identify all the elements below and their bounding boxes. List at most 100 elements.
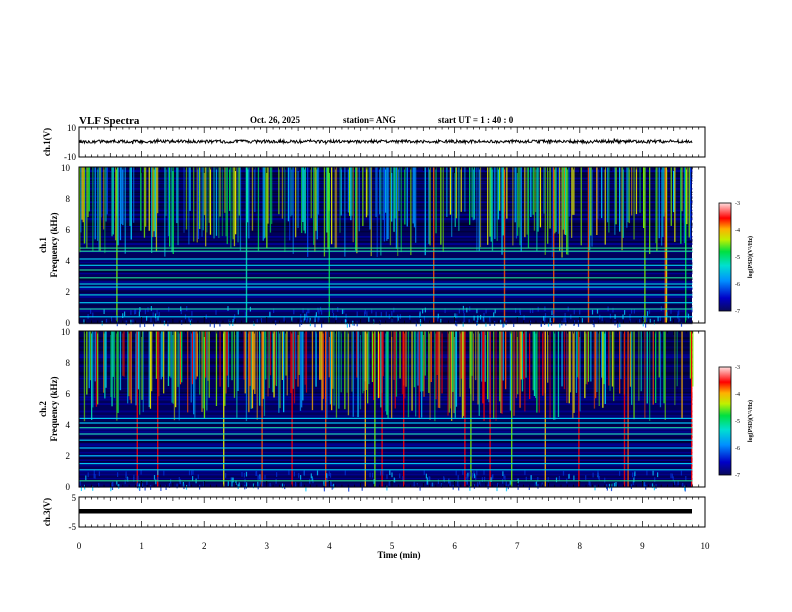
spectrogram-streak: [302, 167, 304, 222]
spectrogram-streak: [662, 167, 664, 238]
spectrogram-streak: [321, 331, 323, 411]
spectrogram-speckle: [230, 477, 232, 483]
spectrogram-speckle: [318, 309, 320, 315]
spectrogram-streak: [254, 167, 256, 213]
spectrogram-streak: [477, 331, 479, 405]
spectrogram-sferic: [553, 167, 555, 323]
ch3-waveform-frame: [78, 496, 706, 528]
spectrogram-streak: [614, 167, 616, 235]
spectrogram-streak: [183, 167, 185, 233]
spectrogram-speckle: [316, 470, 319, 476]
spectrogram-speckle: [188, 316, 190, 322]
spectrogram-speckle: [503, 474, 505, 479]
spectrogram-speckle: [609, 313, 611, 319]
spectrogram-streak: [633, 331, 635, 420]
spectrogram-streak: [190, 331, 192, 403]
x-axis-label: Time (min): [377, 550, 420, 560]
spectrogram-sferic: [136, 331, 138, 487]
spectrogram-speckle: [245, 471, 248, 477]
spectrogram-streak: [413, 331, 416, 388]
spectrogram-speckle: [112, 481, 114, 487]
spectrogram-speckle: [83, 319, 85, 325]
spectrogram-streak: [509, 331, 512, 411]
spectrogram-speckle: [487, 481, 490, 487]
spectrogram-streak: [158, 331, 160, 397]
spectrogram-streak: [290, 167, 292, 217]
spectrogram-speckle: [612, 307, 614, 313]
spectrogram-speckle: [466, 480, 468, 485]
spectrogram-streak: [613, 331, 615, 402]
spectrogram-speckle: [311, 476, 313, 482]
spectrogram-speckle: [303, 470, 305, 476]
spectrogram-speckle: [155, 479, 157, 485]
spectrogram-band: [79, 428, 693, 431]
ch1-spectrogram-yticks: 0 2 4 6 8 10: [61, 163, 71, 328]
spectrogram-speckle: [463, 308, 465, 314]
spectrogram-streak: [573, 167, 575, 215]
ch1-colorbar-tick-m3: -3: [735, 201, 740, 207]
spectrogram-streak: [429, 167, 431, 246]
spectrogram-streak: [297, 331, 299, 387]
spectrogram-streak: [493, 331, 495, 420]
spectrogram-speckle: [652, 470, 654, 476]
spectrogram-speckle: [373, 479, 375, 484]
spectrogram-streak: [598, 331, 600, 406]
spectrogram-streak: [586, 331, 588, 385]
spectrogram-streak: [239, 167, 242, 251]
spectrogram-streak: [344, 167, 346, 257]
spectrogram-streak: [525, 331, 527, 378]
spectrogram-streak: [98, 167, 100, 251]
spectrogram-speckle: [98, 482, 100, 488]
spectrogram-streak: [173, 331, 176, 421]
spectrogram-speckle: [356, 311, 358, 317]
spectrogram-streak: [661, 167, 663, 246]
spectrogram-speckle: [467, 472, 469, 478]
spectrogram-speckle: [364, 309, 366, 315]
spectrogram-speckle: [382, 470, 384, 476]
spectrogram-speckle: [344, 470, 346, 476]
spectrogram-streak: [86, 331, 88, 395]
spectrogram-speckle: [269, 482, 271, 488]
spectrogram-streak: [208, 331, 210, 398]
spectrogram-speckle: [502, 471, 504, 476]
spectrogram-streak: [248, 167, 250, 239]
spectrogram-speckle: [671, 473, 673, 479]
spectrogram-streak: [512, 167, 514, 246]
spectrogram-speckle: [375, 311, 377, 317]
spectrogram-streak: [266, 167, 268, 248]
spectrogram-speckle: [555, 477, 558, 483]
spectrogram-streak: [316, 167, 318, 240]
spectrogram-band: [79, 291, 693, 294]
spectrogram-streak: [113, 331, 116, 398]
spectrogram-streak: [117, 167, 119, 246]
spectrogram-band: [79, 287, 693, 290]
spectrogram-speckle: [615, 482, 617, 487]
spectrogram-speckle: [321, 309, 323, 315]
spectrogram-speckle: [391, 318, 394, 324]
spectrogram-speckle: [553, 313, 555, 319]
spectrogram-speckle: [682, 482, 684, 488]
spectrogram-streak: [380, 331, 382, 408]
spectrogram-streak: [298, 331, 300, 375]
spectrogram-streak: [230, 167, 232, 248]
spectrogram-streak: [520, 167, 522, 252]
spectrogram-band: [79, 218, 693, 220]
spectrogram-streak: [471, 331, 473, 376]
spectrogram-speckle: [573, 309, 575, 315]
spectrogram-streak: [455, 331, 458, 407]
spectrogram-speckle: [243, 472, 245, 478]
ch3-waveform-panel: 5 -5 ch.3(V): [42, 493, 706, 532]
spectrogram-streak: [469, 331, 471, 389]
spectrogram-speckle: [649, 318, 651, 324]
spectrogram-streak: [193, 167, 195, 242]
spectrogram-speckle: [544, 315, 546, 321]
ch1-spec-ytick-0: 0: [66, 318, 71, 328]
spectrogram-streak: [116, 331, 118, 421]
spectrogram-speckle: [192, 476, 194, 481]
spectrogram-streak: [681, 167, 683, 212]
spectrogram-speckle: [124, 479, 126, 485]
spectrogram-streak: [658, 167, 660, 239]
spectrogram-speckle: [215, 310, 217, 315]
spectrogram-streak: [331, 167, 333, 245]
spectrogram-streak: [188, 167, 190, 245]
